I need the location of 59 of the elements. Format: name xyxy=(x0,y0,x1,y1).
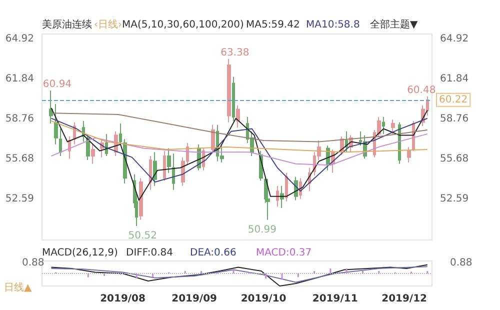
text: 日线▲ xyxy=(4,282,32,294)
x-tick-label: 2019/09 xyxy=(172,294,218,304)
candlestick xyxy=(227,58,231,123)
annotation: 50.99 xyxy=(248,224,276,236)
annotation: 60.94 xyxy=(42,79,72,90)
y-tick-label: 61.84 xyxy=(5,73,34,84)
ref-line-label: 60.22 xyxy=(439,94,468,106)
y-tick-label: 55.68 xyxy=(5,153,34,164)
candlestick xyxy=(49,90,53,124)
candlestick xyxy=(276,185,279,208)
y2-tick-label: 52.59 xyxy=(440,194,469,205)
candlestick xyxy=(211,124,215,153)
candlestick xyxy=(54,104,58,145)
candlestick xyxy=(285,172,288,202)
line-series xyxy=(50,120,428,153)
candlestick xyxy=(163,150,166,182)
y2-tick-label: 58.76 xyxy=(440,113,469,124)
text: DIFF:0.84 xyxy=(126,248,174,258)
line-series xyxy=(50,107,428,201)
candlestick xyxy=(280,185,284,209)
x-tick-label: 2019/10 xyxy=(240,294,286,304)
annotation: 63.38 xyxy=(220,47,250,58)
candlestick xyxy=(236,104,240,128)
x-tick-label: 2019/08 xyxy=(100,294,146,304)
candlestick xyxy=(172,152,175,190)
line-series xyxy=(53,112,428,142)
text: 0.88 xyxy=(450,258,472,268)
text: DEA:0.66 xyxy=(190,248,236,258)
y2-tick-label: 55.68 xyxy=(440,153,469,164)
candlestick xyxy=(407,146,411,164)
text: MACD:0.37 xyxy=(256,248,312,258)
x-tick-label: 2019/11 xyxy=(312,294,358,304)
y-tick-label: 64.92 xyxy=(5,33,34,44)
candlestick xyxy=(391,119,395,134)
text: MA(5,10,30,60,100,200) xyxy=(122,20,244,30)
text: MA5:59.42 xyxy=(246,20,300,30)
text: MACD(26,12,9) xyxy=(42,248,118,258)
text: ‹日线› xyxy=(94,18,122,30)
y-tick-label: 58.76 xyxy=(5,113,34,124)
line-series xyxy=(50,118,428,192)
candlestick xyxy=(59,128,62,157)
text: 全部主题▼ xyxy=(370,18,418,30)
text: MA10:58.8 xyxy=(306,20,360,30)
candlestick xyxy=(119,123,122,144)
candlestick xyxy=(232,76,235,122)
candlestick xyxy=(167,148,171,174)
candlestick xyxy=(91,144,95,164)
line-series xyxy=(50,133,428,166)
x-tick-label: 2019/12 xyxy=(382,294,428,304)
candlestick xyxy=(139,178,143,220)
candlestick xyxy=(382,116,385,134)
annotation: 50.52 xyxy=(128,230,157,242)
candlestick xyxy=(153,152,157,186)
chart-title: 美原油连续 xyxy=(42,18,92,30)
y-tick-label: 52.59 xyxy=(5,194,34,205)
y2-tick-label: 61.84 xyxy=(440,73,469,84)
annotation: 0.88 xyxy=(22,258,44,268)
annotation: 60.48 xyxy=(407,85,436,96)
y2-tick-label: 64.92 xyxy=(440,33,469,44)
